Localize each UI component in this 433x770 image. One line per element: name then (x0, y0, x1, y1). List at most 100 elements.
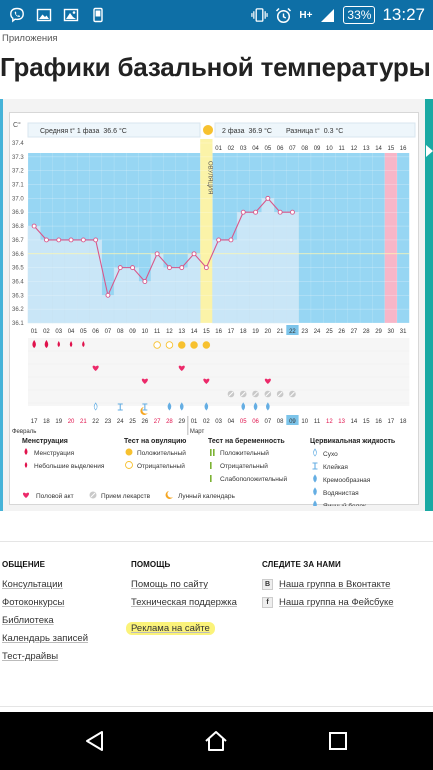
cycle-day-label: 17 (228, 329, 235, 335)
image-icon (35, 6, 52, 23)
cycle-day-label: 11 (154, 329, 161, 335)
temperature-point (179, 265, 185, 271)
legend-pregnancy-positive-icon (210, 449, 212, 456)
cycle-day-label: 18 (240, 329, 247, 335)
footer-link-advertising[interactable]: Реклама на сайте (126, 622, 237, 635)
ovulation-header-sun-icon (203, 125, 213, 135)
phase1-value: 36.6 °C (103, 127, 126, 135)
phase2-day-label: 12 (351, 146, 358, 152)
temperature-point (265, 195, 271, 201)
legend-spotting-drop-icon (24, 462, 28, 468)
cycle-day-label: 20 (265, 329, 272, 335)
legend-ovulation-negative-icon (125, 461, 133, 469)
panel-arrow-icon (426, 145, 433, 157)
temperature-point (240, 209, 246, 215)
phase2-day-label: 16 (400, 146, 407, 152)
temperature-point (290, 209, 295, 215)
date-label: 10 (301, 419, 308, 425)
footer-link-vk[interactable]: Наша группа в Вконтакте (279, 579, 391, 590)
footer-link-library[interactable]: Библиотека (2, 615, 54, 626)
legend-item-menstruation: Менструация (34, 450, 75, 457)
breadcrumb-apps[interactable]: Приложения (2, 33, 58, 44)
temperature-point (93, 237, 99, 243)
y-tick-label: 36.1 (12, 321, 24, 327)
temperature-point (68, 237, 74, 243)
temperature-bar (261, 198, 275, 324)
home-button[interactable] (203, 728, 229, 754)
y-tick-label: 37.2 (12, 169, 24, 175)
advertising-highlight: Реклама на сайте (126, 622, 215, 635)
legend-item-cervical-eggwhite: Яичный белок (323, 502, 366, 506)
social-vk[interactable]: В Наша группа в Вконтакте (262, 579, 394, 590)
ovulation-test-negative-icon (153, 341, 161, 349)
menstruation-drop-icon (82, 341, 85, 347)
panel-scroll-handle[interactable] (425, 99, 433, 511)
period-column (384, 153, 397, 323)
intercourse-heart-icon (178, 365, 185, 371)
temperature-point (31, 223, 37, 229)
phase2-day-label: 02 (228, 146, 235, 152)
android-nav-bar (0, 712, 433, 770)
footer-link-test-drives[interactable]: Тест-драйвы (2, 651, 59, 662)
footer-link-site-help[interactable]: Помощь по сайту (131, 579, 208, 590)
footer-link-calendar[interactable]: Календарь записей (2, 633, 89, 644)
cycle-day-label: 12 (166, 329, 173, 335)
phase2-day-label: 03 (240, 146, 247, 152)
phase1-label: Средняя t° 1 фаза (40, 127, 99, 135)
cycle-day-label: 14 (191, 329, 198, 335)
phase2-day-label: 05 (265, 146, 272, 152)
plot-area: 01 02 03 04 05 06 07 08 09 10 11 12 13 14 15 16 ОВУЛЯЦИЯ… (12, 139, 410, 335)
viber-icon (8, 6, 25, 23)
legend-item-medication: Прием лекарств (101, 493, 151, 500)
date-label: 14 (351, 419, 358, 425)
temperature-point (203, 265, 209, 271)
footer-link-tech-support[interactable]: Техническая поддержка (131, 597, 237, 608)
legend-item-cervical-dry: Сухо (323, 451, 338, 458)
page-title: Графики базальной температуры (0, 52, 431, 82)
date-label: 17 (31, 419, 38, 425)
home-icon (205, 731, 227, 751)
ovulation-label: ОВУЛЯЦИЯ (206, 161, 212, 194)
cervical-watery-icon (179, 402, 184, 411)
back-button[interactable] (82, 728, 108, 754)
date-label: 07 (265, 419, 272, 425)
ovulation-test-negative-icon (165, 341, 174, 349)
date-label: 22 (92, 419, 99, 425)
social-facebook[interactable]: f Наша группа на Фейсбуке (262, 597, 394, 608)
menstruation-drop-icon (69, 341, 73, 347)
medication-icon-stroke (265, 391, 271, 397)
date-label: 17 (388, 419, 395, 425)
recents-button[interactable] (325, 728, 351, 754)
phase2-day-label: 01 (215, 146, 222, 152)
legend-item-cervical-creamy: Кремообразная (323, 476, 371, 484)
cycle-day-label: 27 (351, 329, 358, 335)
date-label: 13 (338, 419, 345, 425)
footer-divider-bottom (0, 706, 433, 707)
legend-title-pregnancy-test: Тест на беременность (208, 437, 285, 445)
cycle-day-label: 26 (338, 329, 345, 335)
footer-link-consultations[interactable]: Консультации (2, 579, 63, 590)
cervical-dry-icon (93, 402, 98, 411)
legend-menstruation-drop-icon (24, 448, 28, 455)
legend-intercourse-heart-icon (22, 492, 30, 498)
medication-icon-stroke (228, 391, 234, 397)
cervical-watery-icon (204, 402, 209, 411)
footer-col-social: СЛЕДИТЕ ЗА НАМИ В Наша группа в Вконтакт… (262, 560, 394, 615)
legend-item-cervical-sticky: Клейкая (323, 463, 348, 471)
date-label: 23 (105, 419, 112, 425)
legend-pregnancy-negative-icon (210, 462, 212, 469)
symbols-area: 17 18 19 20 21 22 23 24 25 26 27 28 29 01 02 03 04 05 06 07… (12, 338, 410, 435)
legend-item-pregnancy-1: Отрицательный (220, 462, 268, 470)
temperature-point (253, 209, 259, 215)
phase2-day-label: 09 (314, 146, 321, 152)
legend-cervical-watery-icon (313, 487, 317, 496)
clock: 13:27 (382, 5, 425, 24)
footer-heading-help: ПОМОЩЬ (131, 560, 171, 569)
intercourse-heart-icon (92, 365, 99, 371)
footer-link-facebook[interactable]: Наша группа на Фейсбуке (279, 597, 394, 608)
intercourse-heart-icon (203, 378, 210, 384)
cycle-day-label: 06 (92, 329, 99, 335)
cycle-day-label: 19 (252, 329, 259, 335)
phase1-header (27, 122, 201, 138)
footer-link-photo-contests[interactable]: Фотоконкурсы (2, 597, 65, 608)
